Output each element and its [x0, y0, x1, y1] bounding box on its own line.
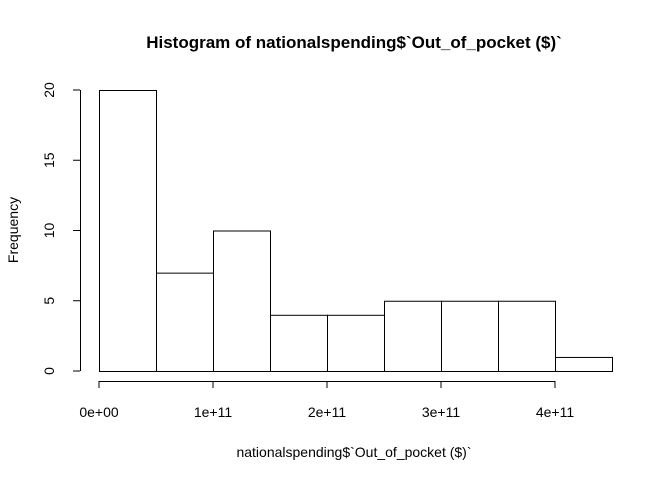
x-axis: 0e+00 1e+11 2e+11 3e+11 4e+11	[79, 381, 574, 420]
bars-group	[99, 90, 613, 373]
y-axis-label: Frequency	[5, 197, 21, 263]
y-axis: 0 5 10 15 20	[41, 82, 81, 375]
x-axis-label: nationalspending$`Out_of_pocket ($)`	[236, 444, 471, 460]
y-tick-label-0: 0	[41, 367, 57, 375]
y-tick-label-1: 5	[41, 297, 57, 305]
histogram-bar-3	[270, 314, 328, 372]
x-tick-label-0: 0e+00	[79, 404, 119, 420]
histogram-bar-4	[327, 314, 385, 372]
histogram-bar-1	[156, 272, 214, 372]
histogram-bar-5	[384, 300, 442, 372]
y-tick-label-2: 10	[41, 223, 57, 239]
histogram-bar-0	[99, 90, 157, 372]
x-tick-label-1: 1e+11	[194, 404, 232, 420]
x-tick-label-3: 3e+11	[422, 404, 460, 420]
histogram-bar-8	[555, 356, 613, 373]
y-tick-label-4: 20	[41, 82, 57, 98]
chart-title: Histogram of nationalspending$`Out_of_po…	[146, 33, 562, 52]
x-tick-label-4: 4e+11	[536, 404, 574, 420]
histogram-bar-7	[498, 300, 556, 372]
x-tick-label-2: 2e+11	[308, 404, 346, 420]
histogram-bar-2	[213, 230, 271, 372]
histogram-bar-6	[441, 300, 499, 372]
y-tick-label-3: 15	[41, 152, 57, 168]
